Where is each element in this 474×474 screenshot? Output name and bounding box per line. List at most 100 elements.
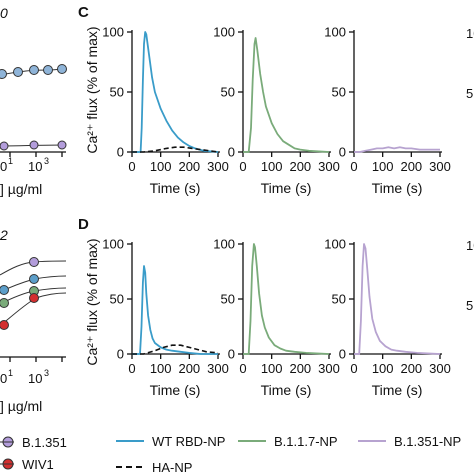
left-top-units: ] µg/ml: [0, 181, 42, 197]
y-tick-label: 100: [213, 25, 235, 40]
y-tick-label: 100: [213, 237, 235, 252]
x-tick-label: 0: [239, 361, 246, 376]
left-legend: B.1.351 WIV1: [0, 435, 67, 472]
y-tick-label: 50: [332, 292, 346, 307]
series-line-ha-np: [132, 146, 219, 153]
y-tick-label: 100: [102, 25, 124, 40]
x-tick-label: 300: [207, 159, 229, 174]
left-top-marker: [0, 69, 7, 79]
panel-d-1: 0 50 100 0 100 200 300 Time (s): [102, 237, 229, 399]
y-axis-title-d: Ca²⁺ flux (% of max): [84, 238, 100, 365]
y-tick-label: 50: [221, 292, 235, 307]
y-tick-label: 0: [228, 347, 235, 362]
left-bottom-marker: [29, 293, 39, 303]
left-legend-label-wiv1: WIV1: [22, 457, 54, 472]
right-edge-fragment: 10: [466, 238, 474, 253]
left-top-tick-label: 3: [44, 156, 49, 166]
bottom-legend: WT RBD-NP B.1.1.7-NP B.1.351-NP HA-NP: [116, 434, 461, 474]
x-tick-label: 100: [372, 159, 394, 174]
legend-label: B.1.351-NP: [394, 434, 461, 449]
left-top-marker: [57, 140, 67, 150]
left-top-marker: [29, 65, 39, 75]
left-top-marker: [13, 67, 23, 77]
series-line-wt-rbd-np: [132, 265, 218, 355]
panel-c-3: 0 50 100 0 100 200 300 Time (s): [324, 25, 451, 197]
right-edge-fragment: 5: [466, 86, 473, 101]
x-tick-label: 0: [128, 159, 135, 174]
panel-letter-c: C: [78, 4, 89, 21]
x-tick-label: 200: [289, 159, 311, 174]
left-top-tick-label: 0: [0, 159, 7, 174]
series-line-ha-np: [132, 344, 219, 355]
left-bottom-marker: [0, 320, 9, 330]
series-line-b-1-351-np: [354, 243, 441, 355]
y-tick-label: 0: [228, 145, 235, 160]
left-bottom-marker: [29, 257, 39, 267]
x-tick-label: 200: [178, 159, 200, 174]
y-tick-label: 0: [339, 145, 346, 160]
x-axis-title: Time (s): [372, 180, 423, 196]
left-top-marker: [43, 65, 53, 75]
left-bottom-tick-label: 1: [8, 368, 13, 378]
x-tick-label: 200: [289, 361, 311, 376]
x-axis-title: Time (s): [261, 382, 312, 398]
right-edge-fragment: 10: [466, 26, 474, 41]
series-line-b-1-351-np: [354, 146, 440, 153]
y-tick-label: 0: [117, 145, 124, 160]
legend-label: B.1.1.7-NP: [274, 434, 338, 449]
left-bottom-marker: [29, 274, 39, 284]
x-tick-label: 0: [350, 159, 357, 174]
left-bottom-tick-label: 0: [0, 371, 7, 386]
left-bottom-marker: [0, 298, 9, 308]
left-top-marker: [29, 140, 39, 150]
panel-c-2: 0 50 100 0 100 200 300 Time (s): [213, 25, 340, 197]
left-bottom-tick-label: 3: [44, 368, 49, 378]
x-axis-title: Time (s): [372, 382, 423, 398]
left-bottom-marker: [0, 285, 9, 295]
x-tick-label: 200: [400, 361, 422, 376]
legend-label: HA-NP: [152, 460, 192, 474]
series-line-b-1-1-7-np: [243, 37, 330, 153]
y-tick-label: 0: [117, 347, 124, 362]
y-tick-label: 50: [110, 85, 124, 100]
x-tick-label: 100: [150, 159, 172, 174]
x-axis-title: Time (s): [261, 180, 312, 196]
x-tick-label: 0: [239, 159, 246, 174]
series-line-b-1-1-7-np: [243, 243, 330, 355]
x-tick-label: 100: [150, 361, 172, 376]
panel-d-2: 0 50 100 0 100 200 300 Time (s): [213, 237, 340, 399]
chart-panels: 0 50 100 0 100 200 300 Time (s) 0 50 100 0 100 200 300…: [102, 25, 451, 399]
left-bottom-units: ] µg/ml: [0, 398, 42, 414]
x-tick-label: 300: [318, 361, 340, 376]
y-tick-label: 0: [339, 347, 346, 362]
left-bottom-fragment: 2 0 1 10 3 ] µg/ml: [0, 227, 67, 414]
left-top-marker: [0, 141, 9, 151]
left-legend-label-b1351: B.1.351: [22, 435, 67, 450]
x-tick-label: 300: [429, 159, 451, 174]
x-axis-title: Time (s): [150, 382, 201, 398]
y-tick-label: 50: [110, 292, 124, 307]
left-top-marker: [57, 64, 67, 74]
y-tick-label: 100: [324, 237, 346, 252]
y-axis-title-c: Ca²⁺ flux (% of max): [84, 26, 100, 153]
x-tick-label: 200: [400, 159, 422, 174]
series-line-wt-rbd-np: [132, 31, 219, 153]
left-top-tick-label: 10: [28, 159, 42, 174]
x-tick-label: 100: [372, 361, 394, 376]
panel-c-1: 0 50 100 0 100 200 300 Time (s): [102, 25, 229, 197]
left-top-tick-label: 1: [8, 156, 13, 166]
panel-letter-d: D: [78, 216, 89, 233]
y-tick-label: 100: [324, 25, 346, 40]
panel-d-3: 0 50 100 0 100 200 300 Time (s): [324, 237, 451, 399]
x-tick-label: 300: [318, 159, 340, 174]
left-top-fragment: 0 0 1 10 3 ] µg/ml: [0, 5, 67, 197]
x-axis-title: Time (s): [150, 180, 201, 196]
x-tick-label: 300: [429, 361, 451, 376]
x-tick-label: 300: [207, 361, 229, 376]
right-edge-fragment: 5: [466, 298, 473, 313]
y-tick-label: 50: [332, 85, 346, 100]
legend-label: WT RBD-NP: [152, 434, 225, 449]
y-tick-label: 100: [102, 237, 124, 252]
left-bottom-tick-label: 10: [28, 371, 42, 386]
